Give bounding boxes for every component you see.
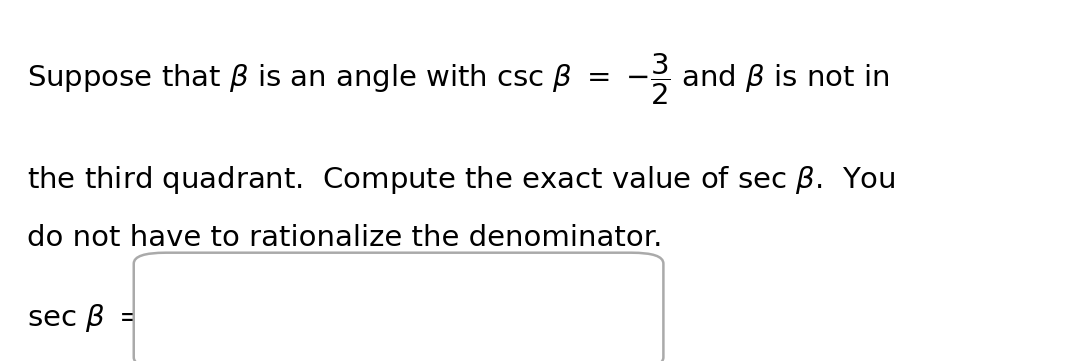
Text: Suppose that $\beta$ is an angle with csc $\beta$ $=$ $-\dfrac{3}{2}$ and $\beta: Suppose that $\beta$ is an angle with cs… [27, 52, 889, 107]
Text: the third quadrant.  Compute the exact value of sec $\beta$.  You: the third quadrant. Compute the exact va… [27, 165, 896, 196]
FancyBboxPatch shape [134, 253, 663, 361]
Text: do not have to rationalize the denominator.: do not have to rationalize the denominat… [27, 224, 662, 252]
Text: sec $\beta$ $=$: sec $\beta$ $=$ [27, 302, 142, 334]
